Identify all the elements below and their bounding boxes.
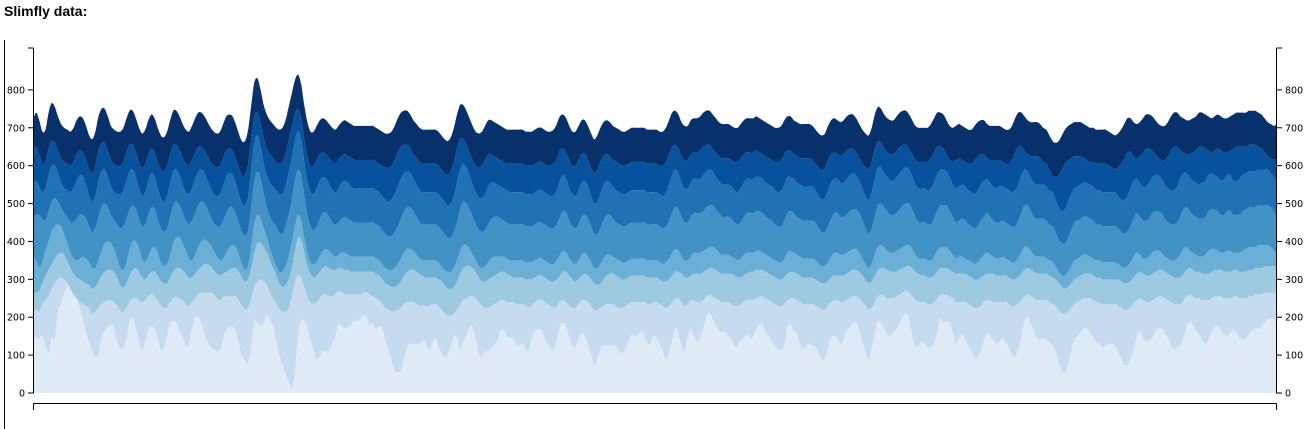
- stream-layer-8: [33, 74, 1277, 178]
- y-tick-label-right: 400: [1285, 237, 1303, 248]
- chart-layers: [33, 74, 1277, 393]
- y-tick-label-left: 800: [7, 85, 25, 96]
- y-tick-label-left: 700: [7, 123, 25, 134]
- chart-axes: 0 0 100 100 200 200 300 300 400 400 500 500 600 600 70…: [4, 40, 1303, 429]
- y-tick-label-right: 0: [1285, 389, 1291, 400]
- y-tick-label-right: 200: [1285, 313, 1303, 324]
- y-tick-label-left: 100: [7, 351, 25, 362]
- y-tick-label-right: 500: [1285, 199, 1303, 210]
- y-tick-label-right: 300: [1285, 275, 1303, 286]
- y-tick-label-right: 700: [1285, 123, 1303, 134]
- stream-layer-4: [33, 214, 1277, 295]
- stream-layer-2: [33, 275, 1277, 388]
- stream-layer-5: [33, 169, 1277, 277]
- stream-layer-6: [33, 131, 1277, 244]
- y-tick-label-right: 800: [1285, 85, 1303, 96]
- y-tick-label-left: 500: [7, 199, 25, 210]
- y-tick-label-right: 100: [1285, 351, 1303, 362]
- y-tick-label-left: 300: [7, 275, 25, 286]
- y-tick-label-left: 600: [7, 161, 25, 172]
- y-tick-label-left: 0: [19, 389, 25, 400]
- y-tick-label-left: 400: [7, 237, 25, 248]
- stream-layer-7: [33, 108, 1277, 212]
- y-tick-label-left: 200: [7, 313, 25, 324]
- y-tick-label-right: 600: [1285, 161, 1303, 172]
- page-title: Slimfly data:: [4, 3, 88, 19]
- stream-layer-1: [33, 280, 1277, 393]
- stream-layer-3: [33, 236, 1277, 316]
